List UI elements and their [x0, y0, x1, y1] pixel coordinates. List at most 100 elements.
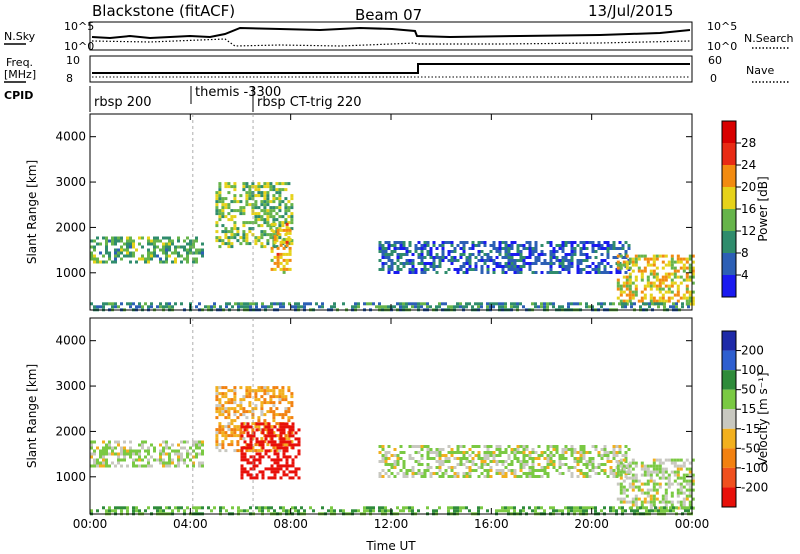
velocity-echo-cell-5 — [576, 506, 579, 510]
power-echo-cell-3 — [468, 265, 472, 268]
velocity-colorbar-label-6: -100 — [741, 461, 768, 475]
power-echo-cell-1 — [284, 182, 288, 186]
velocity-echo-cell-2 — [282, 440, 286, 444]
power-echo-cell-1 — [218, 239, 222, 243]
velocity-echo-cell-4 — [676, 506, 680, 510]
velocity-echo-cell-4 — [619, 470, 623, 474]
velocity-echo-cell-2 — [297, 467, 301, 471]
power-echo-cell-3 — [417, 262, 421, 265]
power-echo-cell-4 — [682, 278, 686, 282]
velocity-echo-cell-5 — [435, 509, 438, 513]
velocity-echo-cell-3 — [516, 475, 520, 478]
velocity-echo-cell-3 — [618, 469, 622, 472]
velocity-echo-cell-4 — [652, 485, 656, 489]
velocity-echo-cell-2 — [282, 425, 286, 429]
velocity-echo-cell-2 — [267, 449, 271, 453]
velocity-echo-cell-0 — [159, 452, 162, 456]
power-echo-cell-2 — [288, 228, 292, 232]
power-echo-cell-3 — [579, 259, 583, 262]
velocity-echo-cell-3 — [603, 445, 607, 448]
power-echo-cell-1 — [251, 212, 255, 216]
power-echo-cell-1 — [257, 236, 261, 240]
velocity-echo-cell-0 — [126, 464, 129, 468]
velocity-echo-cell-4 — [631, 479, 635, 483]
power-echo-cell-3 — [573, 247, 577, 250]
velocity-echo-cell-2 — [246, 470, 250, 474]
power-echo-cell-3 — [462, 253, 466, 256]
power-echo-cell-4 — [670, 284, 674, 288]
velocity-echo-cell-3 — [378, 475, 382, 478]
power-echo-cell-1 — [236, 200, 240, 204]
velocity-echo-cell-5 — [294, 506, 297, 510]
power-echo-cell-3 — [453, 256, 457, 259]
power-echo-cell-5 — [441, 302, 444, 306]
power-echo-cell-0 — [183, 248, 186, 252]
velocity-echo-cell-4 — [664, 500, 668, 504]
power-echo-cell-0 — [192, 245, 195, 249]
velocity-echo-cell-3 — [489, 469, 493, 472]
power-echo-cell-1 — [275, 206, 279, 210]
power-echo-cell-4 — [691, 272, 695, 276]
power-echo-cell-3 — [408, 241, 412, 244]
velocity-echo-cell-4 — [661, 476, 665, 480]
velocity-echo-cell-2 — [270, 428, 274, 432]
power-echo-cell-4 — [676, 269, 680, 273]
power-echo-cell-4 — [625, 293, 629, 297]
power-echo-cell-4 — [625, 266, 629, 270]
power-echo-cell-1 — [224, 233, 228, 237]
power-echo-cell-3 — [501, 256, 505, 259]
power-echo-cell-5 — [630, 302, 633, 306]
velocity-echo-cell-5 — [447, 506, 450, 510]
velocity-echo-cell-0 — [120, 458, 123, 462]
velocity-echo-cell-3 — [501, 472, 505, 475]
velocity-echo-cell-2 — [288, 425, 292, 429]
power-echo-cell-3 — [459, 268, 463, 271]
velocity-echo-cell-2 — [270, 458, 274, 462]
velocity-echo-cell-2 — [258, 440, 262, 444]
power-echo-cell-0 — [162, 236, 165, 240]
velocity-echo-cell-2 — [279, 440, 283, 444]
velocity-echo-cell-3 — [507, 469, 511, 472]
power-echo-cell-4 — [625, 302, 629, 306]
power-echo-cell-4 — [667, 260, 671, 264]
power-echo-cell-1 — [260, 245, 264, 249]
velocity-echo-cell-4 — [628, 470, 632, 474]
power-echo-cell-0 — [153, 239, 156, 243]
power-echo-cell-0 — [165, 257, 168, 261]
velocity-echo-cell-3 — [588, 457, 592, 460]
velocity-echo-cell-5 — [477, 509, 480, 513]
power-echo-cell-5 — [585, 305, 588, 309]
velocity-echo-cell-1 — [269, 410, 273, 414]
power-echo-cell-0 — [141, 236, 144, 240]
velocity-echo-cell-3 — [594, 466, 598, 469]
velocity-echo-cell-5 — [582, 509, 585, 513]
power-echo-cell-3 — [390, 265, 394, 268]
power-echo-cell-4 — [658, 284, 662, 288]
power-echo-cell-1 — [248, 221, 252, 225]
velocity-echo-cell-1 — [287, 437, 291, 441]
velocity-echo-cell-1 — [278, 449, 282, 453]
power-echo-cell-1 — [281, 221, 285, 225]
velocity-echo-cell-0 — [174, 464, 177, 468]
power-echo-cell-1 — [257, 215, 261, 219]
velocity-echo-cell-0 — [138, 455, 141, 459]
power-echo-cell-5 — [132, 302, 135, 306]
power-echo-cell-3 — [564, 241, 568, 244]
velocity-echo-cell-0 — [144, 464, 147, 468]
power-echo-cell-3 — [603, 268, 607, 271]
power-echo-cell-3 — [429, 256, 433, 259]
velocity-echo-cell-1 — [239, 413, 243, 417]
power-echo-cell-3 — [606, 247, 610, 250]
velocity-echo-cell-0 — [111, 461, 114, 465]
power-echo-cell-4 — [655, 272, 659, 276]
power-echo-cell-2 — [273, 237, 277, 241]
velocity-echo-cell-2 — [276, 455, 280, 459]
velocity-echo-cell-3 — [591, 460, 595, 463]
power-echo-cell-1 — [242, 239, 246, 243]
velocity-echo-cell-0 — [93, 458, 96, 462]
power-echo-cell-0 — [135, 260, 138, 264]
power-echo-cell-1 — [263, 203, 267, 207]
power-echo-cell-5 — [411, 305, 414, 309]
power-echo-cell-5 — [102, 302, 105, 306]
power-echo-cell-5 — [147, 305, 150, 309]
